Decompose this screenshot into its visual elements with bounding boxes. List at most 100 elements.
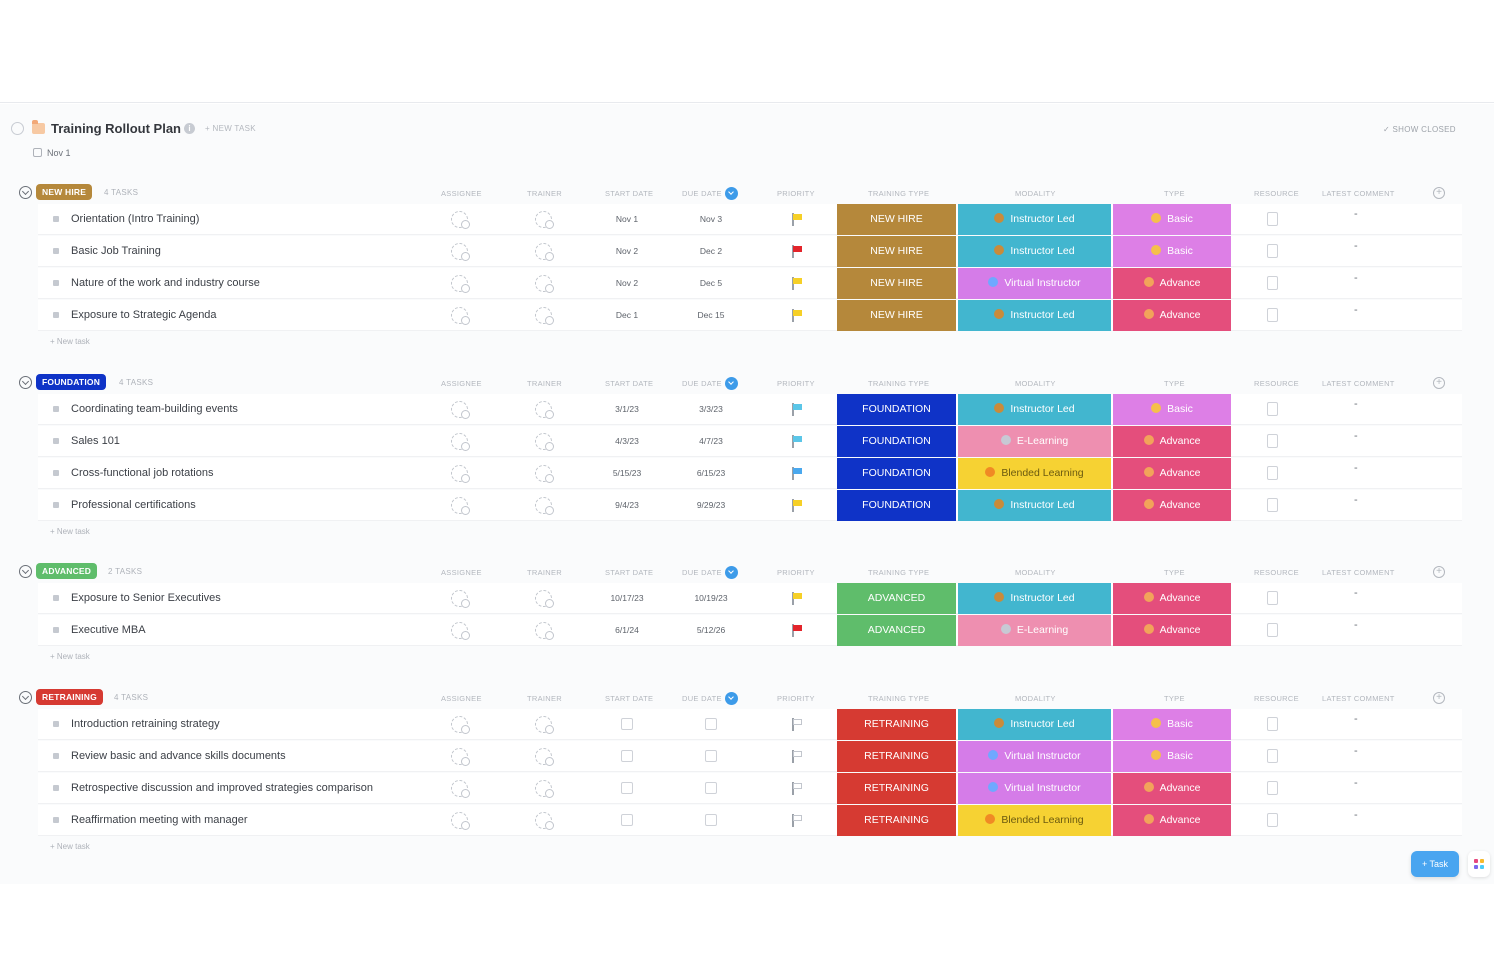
start-date-calendar-icon[interactable] [621, 814, 633, 826]
assignee-icon[interactable] [451, 307, 470, 325]
column-header-due-date[interactable]: DUE DATE [682, 379, 722, 388]
task-name[interactable]: Exposure to Senior Executives [71, 592, 221, 604]
column-header-type[interactable]: TYPE [1164, 189, 1185, 198]
apps-grid-icon[interactable] [1468, 851, 1490, 877]
status-icon[interactable] [53, 785, 59, 791]
type-badge[interactable]: Basic [1113, 394, 1231, 425]
modality-badge[interactable]: E-Learning [958, 426, 1111, 457]
column-header-trainer[interactable]: TRAINER [527, 189, 563, 198]
priority-flag-icon[interactable] [791, 750, 805, 764]
column-header-latest-comment[interactable]: LATEST COMMENT [1322, 379, 1395, 388]
task-name[interactable]: Exposure to Strategic Agenda [71, 309, 217, 321]
file-icon[interactable] [1267, 781, 1278, 795]
column-header-modality[interactable]: MODALITY [1015, 379, 1056, 388]
due-date-calendar-icon[interactable] [705, 814, 717, 826]
priority-flag-icon[interactable] [791, 309, 805, 323]
trainer-icon[interactable] [535, 243, 554, 261]
modality-badge[interactable]: Virtual Instructor [958, 268, 1111, 299]
column-header-start-date[interactable]: START DATE [605, 568, 654, 577]
priority-flag-icon[interactable] [791, 277, 805, 291]
column-header-start-date[interactable]: START DATE [605, 379, 654, 388]
due-date[interactable]: 5/12/26 [696, 625, 726, 635]
task-name[interactable]: Cross-functional job rotations [71, 467, 214, 479]
priority-flag-icon[interactable] [791, 245, 805, 259]
new-task-button[interactable]: + New task [50, 842, 90, 851]
group-badge[interactable]: ADVANCED [36, 563, 98, 579]
group-collapse-icon[interactable] [19, 376, 32, 389]
table-row[interactable]: Exposure to Strategic Agenda Dec 1 Dec 15 N… [38, 300, 1462, 331]
column-header-trainer[interactable]: TRAINER [527, 568, 563, 577]
type-badge[interactable]: Basic [1113, 236, 1231, 267]
start-date[interactable]: 5/15/23 [612, 468, 642, 478]
due-date[interactable]: Dec 5 [699, 278, 723, 288]
latest-comment[interactable]: - [1354, 462, 1358, 474]
training-type-badge[interactable]: NEW HIRE [837, 236, 956, 267]
type-badge[interactable]: Advance [1113, 300, 1231, 331]
table-row[interactable]: Basic Job Training Nov 2 Dec 2 NEW HIRE Inst… [38, 236, 1462, 267]
training-type-badge[interactable]: RETRAINING [837, 805, 956, 836]
type-badge[interactable]: Basic [1113, 204, 1231, 235]
start-date-calendar-icon[interactable] [621, 782, 633, 794]
column-header-priority[interactable]: PRIORITY [777, 568, 815, 577]
column-header-start-date[interactable]: START DATE [605, 694, 654, 703]
sort-icon[interactable] [725, 187, 738, 200]
start-date-calendar-icon[interactable] [621, 750, 633, 762]
status-icon[interactable] [53, 817, 59, 823]
status-icon[interactable] [53, 438, 59, 444]
trainer-icon[interactable] [535, 211, 554, 229]
file-icon[interactable] [1267, 244, 1278, 258]
column-header-modality[interactable]: MODALITY [1015, 568, 1056, 577]
type-badge[interactable]: Advance [1113, 426, 1231, 457]
column-header-training-type[interactable]: TRAINING TYPE [868, 694, 930, 703]
training-type-badge[interactable]: NEW HIRE [837, 300, 956, 331]
training-type-badge[interactable]: ADVANCED [837, 583, 956, 614]
due-date[interactable]: 6/15/23 [696, 468, 726, 478]
trainer-icon[interactable] [535, 622, 554, 640]
trainer-icon[interactable] [535, 590, 554, 608]
latest-comment[interactable]: - [1354, 809, 1358, 821]
due-date-calendar-icon[interactable] [705, 782, 717, 794]
assignee-icon[interactable] [451, 401, 470, 419]
modality-badge[interactable]: Instructor Led [958, 394, 1111, 425]
table-row[interactable]: Retrospective discussion and improved st… [38, 773, 1462, 804]
file-icon[interactable] [1267, 308, 1278, 322]
column-header-priority[interactable]: PRIORITY [777, 189, 815, 198]
table-row[interactable]: Professional certifications 9/4/23 9/29/23… [38, 490, 1462, 521]
latest-comment[interactable]: - [1354, 713, 1358, 725]
column-header-modality[interactable]: MODALITY [1015, 694, 1056, 703]
training-type-badge[interactable]: RETRAINING [837, 709, 956, 740]
trainer-icon[interactable] [535, 748, 554, 766]
priority-flag-icon[interactable] [791, 403, 805, 417]
priority-flag-icon[interactable] [791, 592, 805, 606]
training-type-badge[interactable]: ADVANCED [837, 615, 956, 646]
due-date[interactable]: Dec 15 [697, 310, 725, 320]
column-header-assignee[interactable]: ASSIGNEE [441, 568, 482, 577]
task-name[interactable]: Orientation (Intro Training) [71, 213, 200, 225]
due-date[interactable]: 9/29/23 [696, 500, 726, 510]
column-header-training-type[interactable]: TRAINING TYPE [868, 189, 930, 198]
start-date[interactable]: 10/17/23 [610, 593, 644, 603]
group-collapse-icon[interactable] [19, 565, 32, 578]
column-header-latest-comment[interactable]: LATEST COMMENT [1322, 694, 1395, 703]
file-icon[interactable] [1267, 434, 1278, 448]
latest-comment[interactable]: - [1354, 304, 1358, 316]
sort-icon[interactable] [725, 377, 738, 390]
latest-comment[interactable]: - [1354, 272, 1358, 284]
file-icon[interactable] [1267, 276, 1278, 290]
trainer-icon[interactable] [535, 307, 554, 325]
task-name[interactable]: Retrospective discussion and improved st… [71, 782, 374, 794]
start-date[interactable]: 3/1/23 [615, 404, 639, 414]
table-row[interactable]: Nature of the work and industry course No… [38, 268, 1462, 299]
assignee-icon[interactable] [451, 243, 470, 261]
modality-badge[interactable]: E-Learning [958, 615, 1111, 646]
priority-flag-icon[interactable] [791, 213, 805, 227]
table-row[interactable]: Orientation (Intro Training) Nov 1 Nov 3 NE… [38, 204, 1462, 235]
file-icon[interactable] [1267, 749, 1278, 763]
column-header-assignee[interactable]: ASSIGNEE [441, 189, 482, 198]
file-icon[interactable] [1267, 498, 1278, 512]
status-icon[interactable] [53, 312, 59, 318]
priority-flag-icon[interactable] [791, 499, 805, 513]
training-type-badge[interactable]: NEW HIRE [837, 268, 956, 299]
trainer-icon[interactable] [535, 401, 554, 419]
task-name[interactable]: Sales 101 [71, 435, 120, 447]
